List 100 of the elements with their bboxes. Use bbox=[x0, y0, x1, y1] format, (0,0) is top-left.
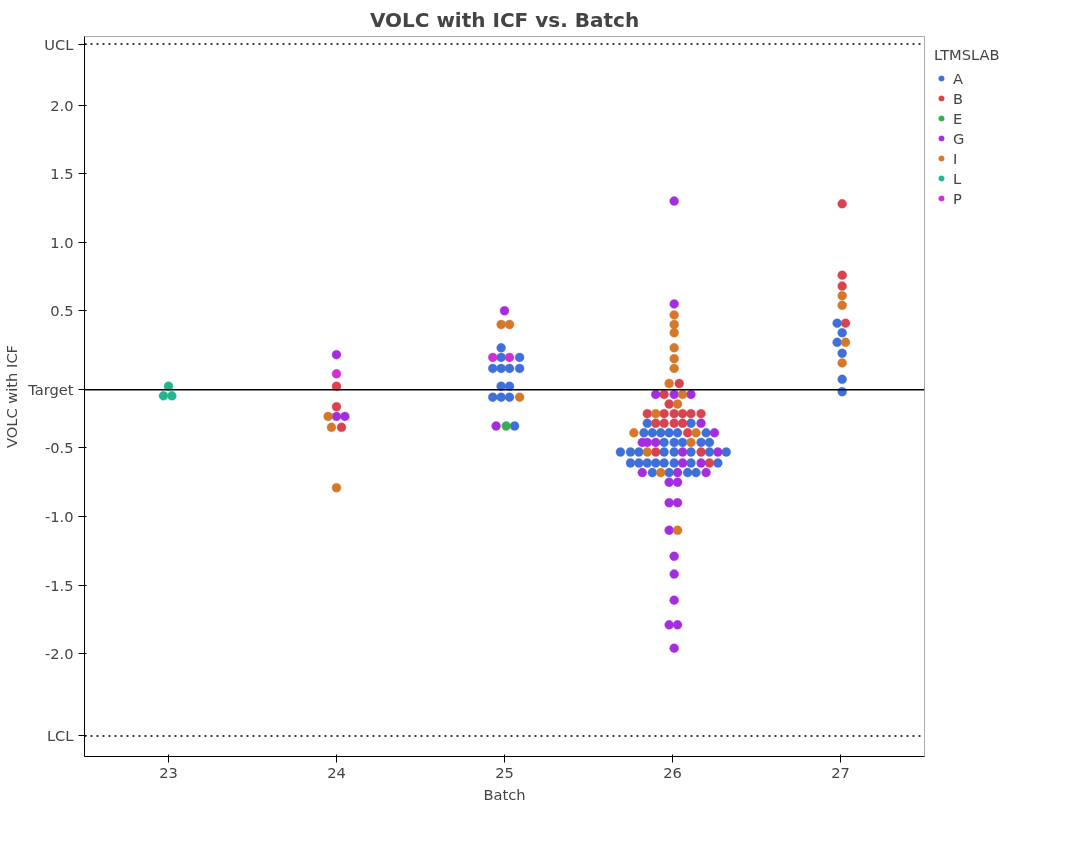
point bbox=[677, 447, 688, 458]
point bbox=[677, 458, 688, 469]
x-tick-label: 27 bbox=[831, 763, 850, 781]
point bbox=[504, 352, 515, 363]
point bbox=[669, 458, 680, 469]
point bbox=[633, 447, 644, 458]
chart-title: VOLC with ICF vs. Batch bbox=[369, 7, 640, 32]
point bbox=[696, 447, 707, 458]
point bbox=[633, 458, 644, 469]
point bbox=[664, 399, 675, 410]
point bbox=[840, 337, 851, 348]
point bbox=[832, 318, 843, 329]
point bbox=[696, 418, 707, 429]
point bbox=[669, 196, 680, 207]
point bbox=[677, 418, 688, 429]
point bbox=[514, 352, 525, 363]
point bbox=[659, 418, 670, 429]
point bbox=[685, 408, 696, 419]
point bbox=[664, 477, 675, 488]
point bbox=[696, 458, 707, 469]
point bbox=[659, 458, 670, 469]
x-axis-title: Batch bbox=[483, 785, 526, 803]
point bbox=[837, 327, 848, 338]
point bbox=[685, 389, 696, 400]
point bbox=[669, 437, 680, 448]
point bbox=[685, 418, 696, 429]
point bbox=[672, 525, 683, 536]
point bbox=[642, 408, 653, 419]
y-tick-label: 0.5 bbox=[50, 302, 74, 320]
point bbox=[837, 300, 848, 311]
point bbox=[837, 374, 848, 385]
point bbox=[323, 411, 334, 422]
point bbox=[672, 399, 683, 410]
point bbox=[158, 390, 169, 401]
point bbox=[496, 319, 507, 330]
point bbox=[669, 389, 680, 400]
point bbox=[701, 467, 712, 478]
point bbox=[650, 437, 661, 448]
point bbox=[504, 363, 515, 374]
point bbox=[669, 408, 680, 419]
point bbox=[659, 408, 670, 419]
point bbox=[491, 420, 502, 431]
point bbox=[655, 427, 666, 438]
point bbox=[496, 342, 507, 353]
point bbox=[669, 643, 680, 654]
point bbox=[331, 482, 342, 493]
point bbox=[650, 447, 661, 458]
point bbox=[669, 319, 680, 330]
point bbox=[642, 418, 653, 429]
point bbox=[669, 298, 680, 309]
x-tick-label: 25 bbox=[495, 763, 514, 781]
point bbox=[664, 619, 675, 630]
point bbox=[682, 427, 693, 438]
y-tick-label: 1.0 bbox=[50, 233, 74, 251]
point bbox=[650, 458, 661, 469]
point bbox=[685, 447, 696, 458]
point bbox=[487, 392, 498, 403]
point bbox=[496, 392, 507, 403]
point bbox=[166, 390, 177, 401]
point bbox=[837, 290, 848, 301]
legend-label: L bbox=[953, 169, 963, 187]
point bbox=[650, 389, 661, 400]
point bbox=[664, 427, 675, 438]
point bbox=[669, 447, 680, 458]
point bbox=[647, 467, 658, 478]
point bbox=[625, 447, 636, 458]
point bbox=[704, 437, 715, 448]
point bbox=[701, 427, 712, 438]
legend-label: I bbox=[953, 149, 959, 167]
legend-label: P bbox=[953, 189, 963, 207]
y-tick-label: 1.5 bbox=[50, 165, 74, 183]
legend-title: LTMSLAB bbox=[934, 46, 1000, 63]
point bbox=[837, 281, 848, 292]
point bbox=[837, 348, 848, 359]
point bbox=[514, 392, 525, 403]
point bbox=[504, 392, 515, 403]
point bbox=[487, 363, 498, 374]
point bbox=[669, 595, 680, 606]
point bbox=[712, 447, 723, 458]
y-tick-label: -0.5 bbox=[44, 439, 74, 457]
point bbox=[637, 467, 648, 478]
point bbox=[685, 458, 696, 469]
point bbox=[696, 437, 707, 448]
point bbox=[672, 427, 683, 438]
point bbox=[628, 427, 639, 438]
point bbox=[837, 357, 848, 368]
point bbox=[499, 305, 510, 316]
point bbox=[642, 447, 653, 458]
point bbox=[642, 458, 653, 469]
point bbox=[496, 363, 507, 374]
ref-line-label: UCL bbox=[44, 35, 75, 53]
point bbox=[685, 437, 696, 448]
point bbox=[677, 408, 688, 419]
point bbox=[672, 477, 683, 488]
point bbox=[659, 447, 670, 458]
point bbox=[647, 427, 658, 438]
point bbox=[709, 427, 720, 438]
point bbox=[326, 422, 337, 433]
point bbox=[691, 427, 702, 438]
point bbox=[664, 378, 675, 389]
